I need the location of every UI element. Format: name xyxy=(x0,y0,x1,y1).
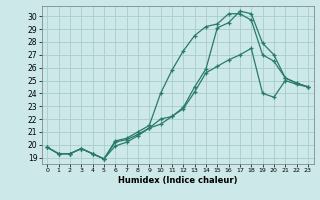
X-axis label: Humidex (Indice chaleur): Humidex (Indice chaleur) xyxy=(118,176,237,185)
